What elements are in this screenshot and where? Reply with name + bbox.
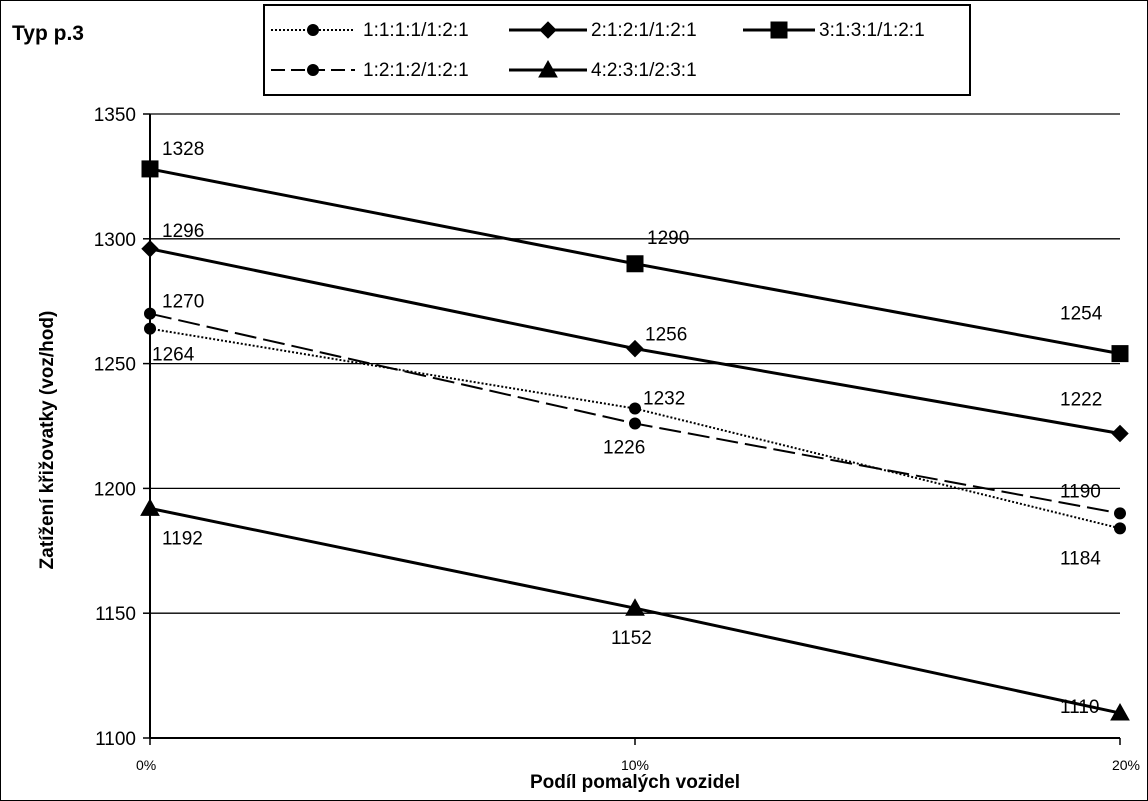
y-tick-label: 1350 xyxy=(94,105,136,126)
axes: 1100 1150 1200 1250 1300 1350 0% 10% 20% xyxy=(94,105,1140,773)
data-point-marker xyxy=(629,402,641,415)
data-label: 1256 xyxy=(645,325,687,346)
data-point-marker xyxy=(140,498,160,516)
x-tick-label: 10% xyxy=(621,757,649,773)
data-label: 1296 xyxy=(162,221,204,242)
legend-marker xyxy=(307,64,319,76)
legend-swatch xyxy=(271,24,355,36)
data-label: 1290 xyxy=(647,228,689,249)
data-point-marker xyxy=(629,417,641,430)
legend-label: 3:1:3:1/1:2:1 xyxy=(819,20,925,41)
data-label: 1254 xyxy=(1060,304,1103,325)
data-point-marker xyxy=(141,160,159,178)
data-point-marker xyxy=(1114,522,1126,535)
legend-item-5: 4:2:3:1/2:3:1 xyxy=(507,52,741,88)
data-label: 1192 xyxy=(162,528,203,549)
data-point-marker xyxy=(1110,703,1130,721)
y-tick-label: 1300 xyxy=(94,230,136,251)
data-point-marker xyxy=(626,255,644,273)
legend-marker xyxy=(770,21,788,39)
data-point-marker xyxy=(144,322,156,335)
data-label: 1110 xyxy=(1060,697,1099,718)
legend-swatch xyxy=(509,59,587,78)
y-tick-label: 1150 xyxy=(95,604,136,625)
data-point-marker xyxy=(626,339,644,358)
legend-item-2: 2:1:2:1/1:2:1 xyxy=(507,12,741,48)
series-lines xyxy=(140,160,1130,721)
legend-label: 1:1:1:1/1:2:1 xyxy=(363,20,469,41)
data-label: 1328 xyxy=(162,139,204,160)
legend-item-4: 1:2:1:2/1:2:1 xyxy=(269,52,513,88)
x-tick-label: 20% xyxy=(1112,757,1140,773)
data-label: 1226 xyxy=(603,438,645,459)
data-point-marker xyxy=(141,240,159,258)
legend-item-3: 3:1:3:1/1:2:1 xyxy=(741,12,969,48)
legend-swatch xyxy=(743,21,815,39)
legend-swatch xyxy=(509,21,587,39)
data-label: 1152 xyxy=(611,628,652,649)
legend-item-1: 1:1:1:1/1:2:1 xyxy=(269,12,513,48)
legend-label: 2:1:2:1/1:2:1 xyxy=(591,20,697,41)
y-tick-label: 1200 xyxy=(94,479,136,500)
data-label: 1190 xyxy=(1060,481,1101,502)
chart-title: Typ p.3 xyxy=(12,22,84,45)
data-point-marker xyxy=(1114,507,1126,520)
data-label: 1232 xyxy=(643,389,685,410)
data-point-marker xyxy=(1111,345,1129,363)
legend-marker xyxy=(307,24,319,36)
legend: 1:1:1:1/1:2:1 2:1:2:1/1:2:1 3:1:3:1/1:2:1 1… xyxy=(263,4,971,96)
data-label: 1264 xyxy=(152,345,195,366)
series-line-1 xyxy=(149,327,1121,530)
data-label: 1184 xyxy=(1060,548,1101,569)
legend-swatch xyxy=(271,64,355,76)
legend-label: 4:2:3:1/2:3:1 xyxy=(591,60,697,81)
y-tick-label: 1250 xyxy=(94,355,136,376)
x-axis-title: Podíl pomalých vozidel xyxy=(529,772,741,793)
data-point-marker xyxy=(144,307,156,320)
data-label: 1270 xyxy=(162,292,204,313)
y-axis-title: Zatížení křižovatky (voz/hod) xyxy=(37,310,58,570)
legend-marker xyxy=(538,59,558,78)
data-point-marker xyxy=(1111,424,1129,443)
legend-label: 1:2:1:2/1:2:1 xyxy=(363,60,469,81)
legend-marker xyxy=(539,21,557,39)
y-tick-label: 1100 xyxy=(95,729,136,750)
data-labels: 1264 1232 1184 1296 1256 1222 1328 1290 1254 1270… xyxy=(152,139,1103,718)
x-tick-label: 0% xyxy=(136,757,156,773)
data-point-marker xyxy=(625,598,645,616)
data-label: 1222 xyxy=(1060,389,1102,410)
